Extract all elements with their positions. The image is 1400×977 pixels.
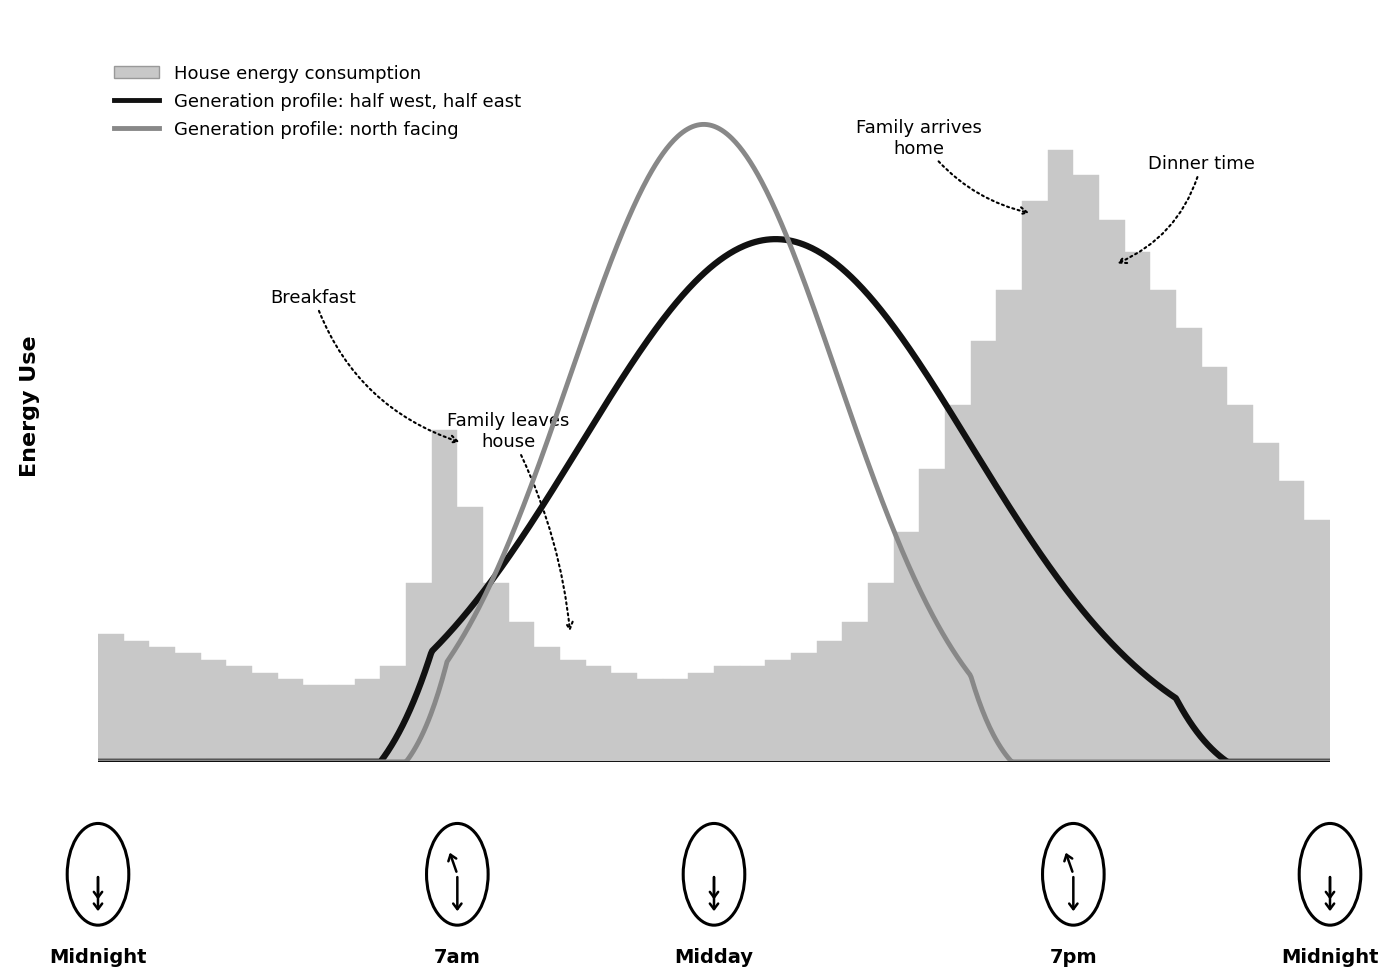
Bar — [714, 666, 739, 762]
Bar — [843, 622, 868, 762]
Bar — [662, 679, 689, 762]
Bar — [970, 342, 997, 762]
Bar — [1253, 444, 1278, 762]
Bar — [920, 469, 945, 762]
Bar — [431, 431, 458, 762]
Text: Family leaves
house: Family leaves house — [448, 411, 573, 629]
Text: 7am: 7am — [434, 947, 480, 965]
Bar — [329, 686, 354, 762]
Bar — [354, 679, 381, 762]
Bar — [1305, 520, 1330, 762]
Bar — [1099, 221, 1124, 762]
Bar — [1124, 253, 1151, 762]
Text: Midnight: Midnight — [1281, 947, 1379, 965]
Legend: House energy consumption, Generation profile: half west, half east, Generation p: House energy consumption, Generation pro… — [106, 58, 528, 147]
Bar — [381, 666, 406, 762]
Bar — [1228, 405, 1253, 762]
Bar — [483, 584, 508, 762]
Bar — [123, 641, 150, 762]
Bar — [406, 584, 431, 762]
Bar — [252, 673, 277, 762]
Bar — [1047, 150, 1074, 762]
Bar — [739, 666, 766, 762]
Text: Breakfast: Breakfast — [270, 288, 458, 444]
Bar — [1201, 367, 1228, 762]
Bar — [791, 654, 816, 762]
Bar — [612, 673, 637, 762]
Bar — [277, 679, 304, 762]
Bar — [535, 648, 560, 762]
Bar — [175, 654, 200, 762]
Text: Dinner time: Dinner time — [1119, 154, 1256, 264]
Text: Midday: Midday — [675, 947, 753, 965]
Text: Energy Use: Energy Use — [20, 335, 41, 476]
Bar — [766, 660, 791, 762]
Bar — [458, 507, 483, 762]
Bar — [868, 584, 893, 762]
Bar — [945, 405, 970, 762]
Bar — [1074, 176, 1099, 762]
Bar — [560, 660, 585, 762]
Bar — [98, 635, 123, 762]
Bar — [1151, 291, 1176, 762]
Bar — [637, 679, 662, 762]
Text: 7pm: 7pm — [1050, 947, 1098, 965]
Bar — [893, 532, 920, 762]
Text: Midnight: Midnight — [49, 947, 147, 965]
Bar — [689, 673, 714, 762]
Bar — [227, 666, 252, 762]
Bar — [816, 641, 843, 762]
Bar — [200, 660, 227, 762]
Bar — [1278, 482, 1305, 762]
Bar — [150, 648, 175, 762]
Bar — [1176, 329, 1201, 762]
Bar — [508, 622, 535, 762]
Text: Family arrives
home: Family arrives home — [857, 118, 1028, 215]
Bar — [585, 666, 612, 762]
Bar — [997, 291, 1022, 762]
Bar — [1022, 201, 1047, 762]
Bar — [304, 686, 329, 762]
